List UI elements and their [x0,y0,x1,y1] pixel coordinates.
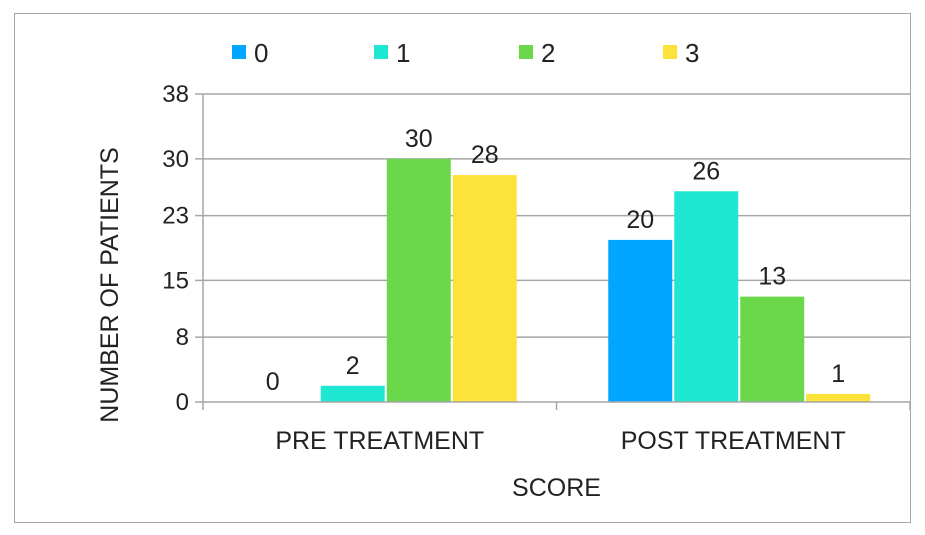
legend-swatch [519,45,533,59]
bar [386,158,451,402]
bars [320,158,871,402]
legend-swatch [232,45,246,59]
category-labels: PRE TREATMENT POST TREATMENT [275,427,845,455]
data-label: 30 [405,125,433,153]
y-tick-label: 15 [162,267,189,294]
y-tick-label: 23 [162,203,189,230]
bar [608,239,673,402]
data-label: 1 [831,360,845,388]
data-label: 26 [692,157,720,185]
data-label: 2 [346,352,360,380]
legend-label: 1 [396,38,410,68]
data-label: 20 [626,206,654,234]
bar [320,385,385,402]
y-tick-label: 8 [176,324,189,351]
bar [452,175,517,402]
legend-label: 3 [685,38,699,68]
y-tick-label: 30 [162,146,189,173]
legend-label: 2 [541,38,555,68]
legend-swatch [374,45,388,59]
bar [806,393,871,402]
category-label: POST TREATMENT [621,427,846,455]
bar [674,191,739,402]
category-label: PRE TREATMENT [275,427,484,455]
y-tick-label: 0 [176,389,189,416]
data-label: 28 [471,141,499,169]
x-axis-title: SCORE [512,474,601,502]
legend-label: 0 [254,38,268,68]
y-tick-labels: 0 8 15 23 30 38 [162,81,189,416]
legend: 0 1 2 3 [232,38,699,68]
legend-swatch [663,45,677,59]
bar [740,296,805,402]
data-labels: 0 2 30 28 20 26 13 1 [266,125,845,396]
data-label: 13 [758,263,786,291]
axes [195,93,911,410]
y-tick-label: 38 [162,81,189,108]
data-label: 0 [266,368,280,396]
y-axis-title: NUMBER OF PATIENTS [96,147,124,422]
